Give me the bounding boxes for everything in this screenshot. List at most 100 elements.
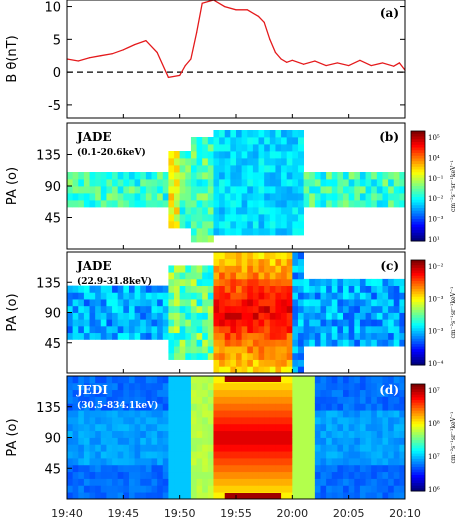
heatmap-cell (264, 366, 271, 374)
heatmap-cell (207, 158, 214, 166)
heatmap-cell (348, 325, 355, 334)
heatmap-cell (388, 437, 395, 445)
heatmap-cell (100, 471, 107, 479)
heatmap-cell (269, 423, 276, 432)
heatmap-cell (269, 186, 276, 194)
heatmap-cell (72, 179, 79, 187)
heatmap-cell (241, 272, 248, 280)
colorbar-segment (411, 194, 425, 198)
heatmap-cell (67, 186, 74, 194)
heatmap-cell (258, 359, 265, 367)
heatmap-cell (207, 207, 214, 215)
heatmap-cell (241, 325, 248, 334)
heatmap-cell (236, 193, 243, 201)
colorbar-segment (411, 221, 425, 225)
heatmap-cell (247, 186, 254, 194)
heatmap-cell (145, 172, 152, 180)
heatmap-cell (100, 410, 107, 418)
heatmap-cell (326, 339, 333, 347)
heatmap-cell (326, 186, 333, 194)
heatmap-cell (359, 172, 366, 180)
b-theta-data-point (246, 9, 248, 11)
heatmap-cell (354, 417, 361, 425)
heatmap-cell (145, 299, 152, 307)
heatmap-cell (123, 423, 130, 432)
heatmap-cell (236, 165, 243, 173)
heatmap-cell (128, 376, 135, 384)
heatmap-cell (264, 292, 271, 300)
heatmap-cell (247, 200, 254, 208)
heatmap-cell (343, 292, 350, 300)
heatmap-cell (185, 299, 192, 307)
heatmap-cell (320, 451, 327, 459)
heatmap-cell (292, 285, 299, 293)
heatmap-cell (393, 376, 400, 384)
colorbar-segment (411, 202, 425, 206)
heatmap-cell (275, 451, 282, 459)
y-tick-label: 45 (44, 212, 61, 227)
heatmap-cell (128, 285, 135, 293)
heatmap-cell (269, 451, 276, 459)
heatmap-cell (162, 485, 169, 493)
heatmap-cell (219, 292, 226, 300)
heatmap-cell (354, 278, 361, 287)
heatmap-cell (168, 346, 175, 354)
heatmap-cell (78, 305, 85, 313)
heatmap-cell (106, 430, 113, 438)
heatmap-cell (399, 332, 406, 340)
heatmap-cell (264, 403, 271, 411)
heatmap-cell (297, 172, 304, 180)
heatmap-cell (281, 144, 288, 152)
heatmap-cell (275, 423, 282, 432)
heatmap-cell (247, 366, 254, 374)
heatmap-cell (326, 325, 333, 334)
heatmap-cell (365, 382, 372, 391)
heatmap-cell (388, 200, 395, 208)
heatmap-cell (174, 471, 181, 479)
colorbar-tick-label: 10⁶ (428, 486, 440, 494)
heatmap-cell (314, 312, 321, 320)
heatmap-cell (196, 299, 203, 307)
heatmap-cell (359, 389, 366, 397)
heatmap-cell (190, 451, 197, 459)
heatmap-cell (230, 299, 237, 307)
heatmap-cell (207, 319, 214, 327)
heatmap-cell (359, 464, 366, 473)
heatmap-cell (213, 396, 220, 404)
heatmap-cell (382, 285, 389, 293)
heatmap-cell (123, 478, 130, 486)
heatmap-cell (264, 485, 271, 493)
heatmap-cell (230, 186, 237, 194)
heatmap-cell (314, 299, 321, 307)
heatmap-cell (202, 389, 209, 397)
heatmap-cell (281, 193, 288, 201)
heatmap-cell (236, 396, 243, 404)
heatmap-cell (100, 437, 107, 445)
heatmap-cell (320, 382, 327, 391)
heatmap-cell (162, 403, 169, 411)
heatmap-cell (275, 144, 282, 152)
heatmap-cell (236, 179, 243, 187)
heatmap-cell (337, 179, 344, 187)
heatmap-cell (190, 376, 197, 384)
heatmap-cell (196, 410, 203, 418)
heatmap-cell (174, 410, 181, 418)
colorbar-segment (411, 458, 425, 463)
heatmap-cell (179, 451, 186, 459)
heatmap-cell (213, 389, 220, 397)
heatmap-cell (281, 366, 288, 374)
heatmap-cell (236, 158, 243, 166)
heatmap-cell (196, 451, 203, 459)
heatmap-cell (314, 389, 321, 397)
heatmap-cell (343, 305, 350, 313)
colorbar-segment (411, 477, 425, 481)
heatmap-cell (297, 396, 304, 404)
heatmap-cell (320, 319, 327, 327)
heatmap-cell (117, 376, 124, 384)
heatmap-cell (196, 200, 203, 208)
heatmap-cell (281, 179, 288, 187)
heatmap-cell (112, 312, 119, 320)
heatmap-cell (196, 265, 203, 273)
heatmap-cell (314, 471, 321, 479)
heatmap-cell (140, 458, 147, 466)
